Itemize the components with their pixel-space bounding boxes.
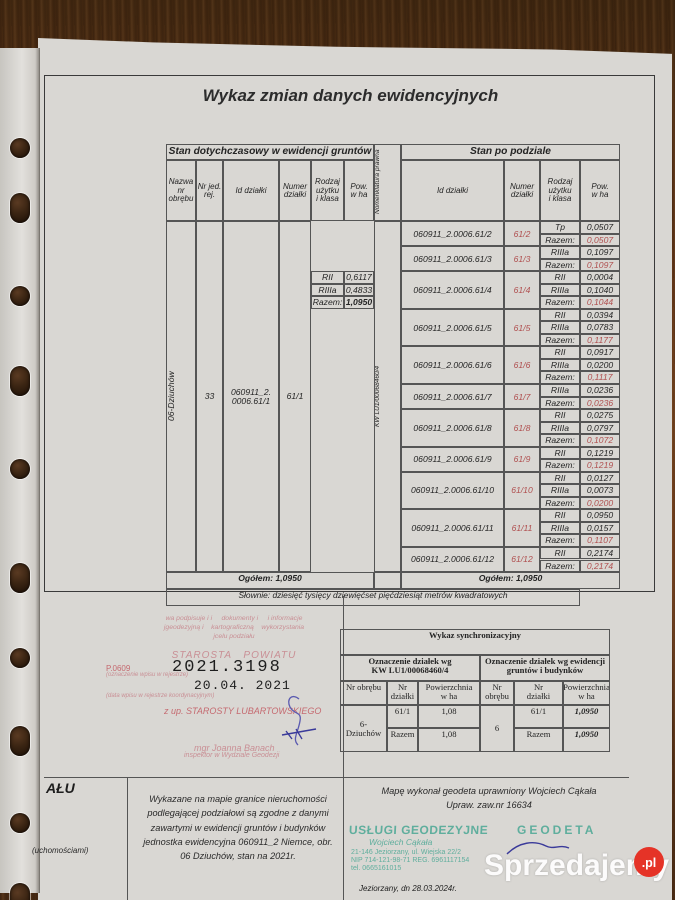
svg-text:.pl: .pl: [642, 856, 657, 870]
